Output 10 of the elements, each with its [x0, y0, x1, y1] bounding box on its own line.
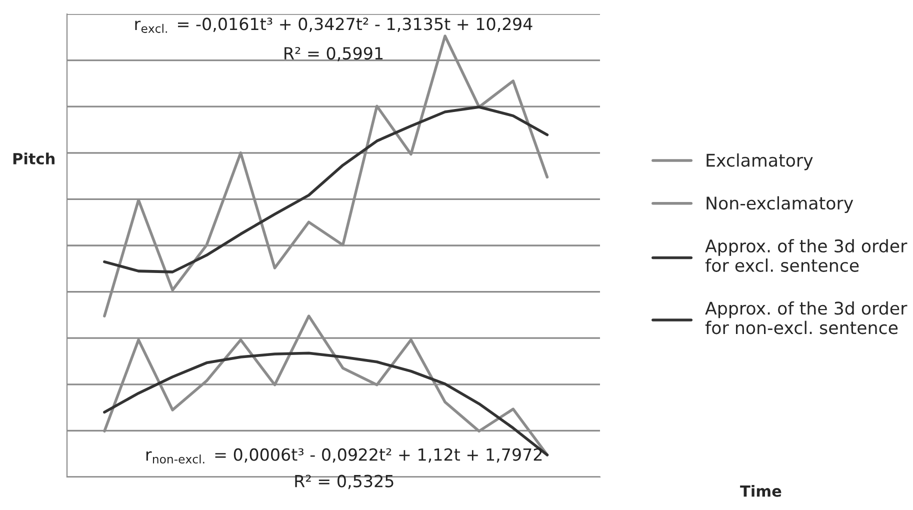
annotation: R² = 0,5325 — [295, 474, 394, 490]
annotation: R² = 0,5991 — [284, 46, 383, 62]
annotation: r$_{non-excl.}$ = 0,0006t³ - 0,0922t² + 1,12t + 1,7972 — [146, 448, 542, 464]
legend-label: Approx. of the 3d order for excl. sentence — [705, 239, 908, 272]
legend-label: Exclamatory — [706, 153, 813, 170]
text: r$_{excl.}$ = -0,0161t³ + 0,3427t² - 1,3135t + 10,294 — [135, 18, 532, 33]
legend-label: Non-exclamatory — [706, 196, 854, 214]
legend-label: Approx. of the 3d order for non-excl. sentence — [705, 301, 908, 334]
text: Time — [740, 485, 782, 497]
y-axis-title: Pitch — [13, 152, 54, 164]
